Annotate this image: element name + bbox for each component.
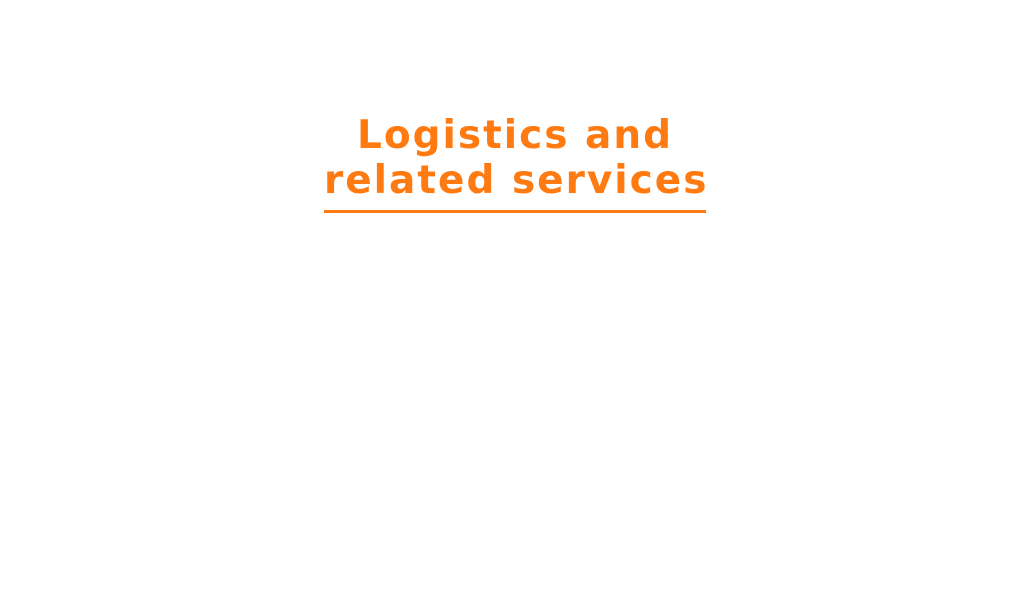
title-block: Logistics and related services (324, 113, 706, 213)
page-title-line-1: Logistics and (356, 113, 674, 158)
page-title-line-2: related services (324, 158, 709, 203)
page-title: Logistics and related services (324, 113, 706, 203)
title-underline (324, 210, 706, 213)
